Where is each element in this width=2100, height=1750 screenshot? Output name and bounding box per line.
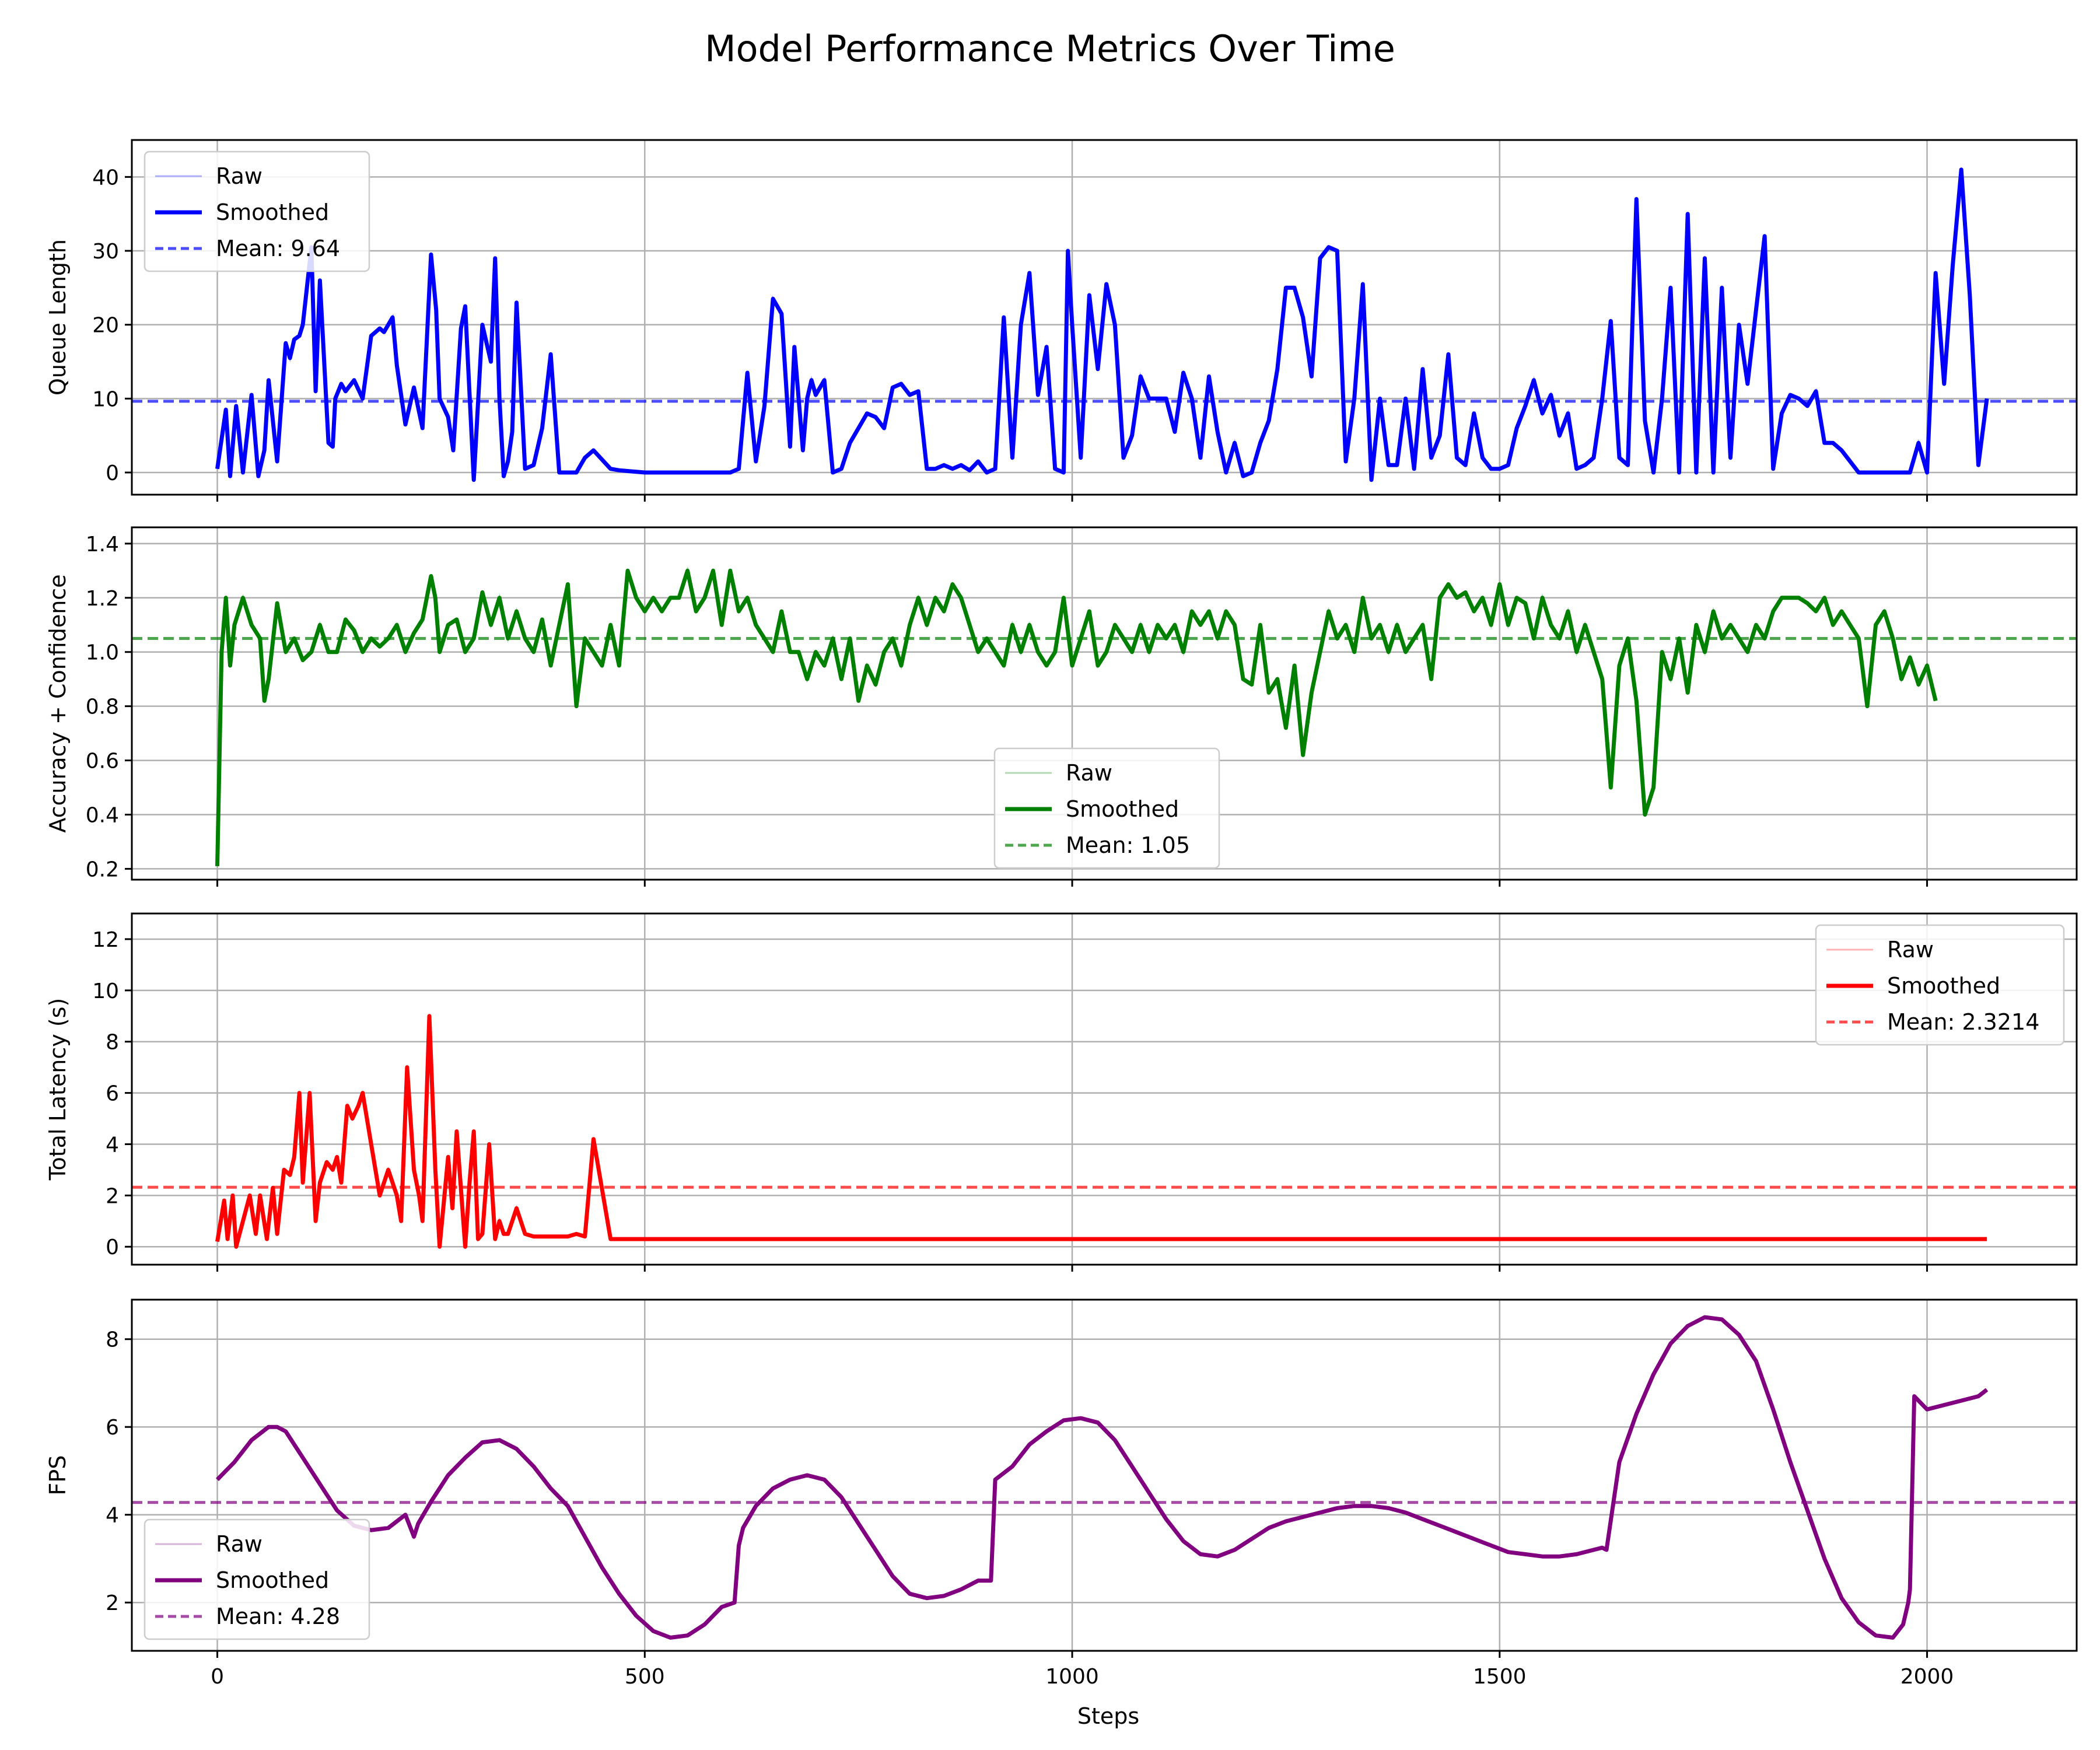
panel-3: 0 2 4 6 8 10 12 Total Latency (s) Raw Smoothed Mea… [45, 912, 2078, 1272]
plot-frame [131, 139, 2078, 496]
legend: Raw Smoothed Mean: 4.28 [144, 1518, 370, 1640]
y-tick-label: 1.2 [86, 587, 119, 611]
plot-frame [131, 526, 2078, 881]
panel-4: 2 4 6 8 0 500 1000 1500 2000 FPS Raw Smoothed Mean: … [45, 1298, 2078, 1689]
y-axis-label: Accuracy + Confidence [45, 574, 71, 832]
x-tick-label: 0 [211, 1665, 224, 1689]
legend: Raw Smoothed Mean: 2.3214 [1815, 924, 2065, 1046]
x-tick-label: 1500 [1473, 1665, 1527, 1689]
legend-label: Smoothed [216, 200, 329, 225]
legend-label: Mean: 2.3214 [1887, 1009, 2039, 1035]
legend-box [1815, 924, 2065, 1046]
y-tick-label: 6 [106, 1082, 119, 1106]
y-tick-label: 0.6 [86, 750, 119, 774]
y-tick-label: 4 [106, 1504, 119, 1528]
legend-label: Raw [1887, 937, 1934, 963]
legend-label: Smoothed [216, 1567, 329, 1593]
legend-label: Mean: 4.28 [216, 1604, 340, 1629]
y-tick-label: 0 [106, 1236, 119, 1259]
legend-label: Smoothed [1887, 973, 2000, 999]
y-tick-label: 4 [106, 1133, 119, 1157]
legend: Raw Smoothed Mean: 1.05 [993, 747, 1220, 869]
legend-box [144, 150, 370, 272]
y-tick-label: 10 [92, 979, 119, 1003]
legend-box [144, 1518, 370, 1640]
y-tick-label: 40 [92, 166, 119, 190]
y-tick-label: 20 [92, 314, 119, 338]
legend-box [993, 747, 1220, 869]
panel-1: 0 10 20 30 40 Queue Length Raw Smoothed Mean: 9.… [45, 139, 2078, 502]
y-tick-label: 1.0 [86, 641, 119, 665]
x-tick-label: 1000 [1045, 1665, 1099, 1689]
legend-label: Mean: 9.64 [216, 236, 340, 261]
x-axis-label: Steps [1077, 1703, 1139, 1729]
plot-frame [131, 912, 2078, 1266]
y-tick-label: 0.8 [86, 695, 119, 719]
y-tick-label: 2 [106, 1184, 119, 1208]
y-tick-label: 0 [106, 461, 119, 485]
y-tick-label: 12 [92, 928, 119, 952]
y-tick-label: 10 [92, 387, 119, 411]
chart-title: Model Performance Metrics Over Time [705, 27, 1395, 70]
legend-label: Mean: 1.05 [1066, 832, 1190, 858]
panel-2: 0.2 0.4 0.6 0.8 1.0 1.2 1.4 Accuracy + Confiden… [45, 526, 2078, 887]
y-axis-label: Queue Length [45, 239, 71, 396]
y-tick-label: 0.4 [86, 803, 119, 827]
smoothed-line [215, 1315, 1989, 1640]
y-tick-label: 8 [106, 1031, 119, 1055]
legend-label: Raw [216, 163, 262, 189]
smoothed-line [215, 568, 1938, 866]
legend-label: Raw [1066, 760, 1112, 786]
smoothed-line [215, 1014, 1987, 1249]
y-tick-label: 2 [106, 1591, 119, 1615]
y-tick-label: 1.4 [86, 533, 119, 556]
y-tick-label: 8 [106, 1328, 119, 1352]
y-tick-label: 30 [92, 240, 119, 264]
plot-frame [131, 1298, 2078, 1652]
y-axis-label: FPS [45, 1455, 71, 1496]
y-tick-label: 6 [106, 1416, 119, 1440]
legend-label: Raw [216, 1531, 262, 1557]
x-tick-label: 2000 [1901, 1665, 1954, 1689]
legend-label: Smoothed [1066, 796, 1179, 822]
legend: Raw Smoothed Mean: 9.64 [144, 150, 370, 272]
y-axis-label: Total Latency (s) [45, 998, 71, 1181]
y-tick-label: 0.2 [86, 858, 119, 881]
x-tick-label: 500 [625, 1665, 665, 1689]
